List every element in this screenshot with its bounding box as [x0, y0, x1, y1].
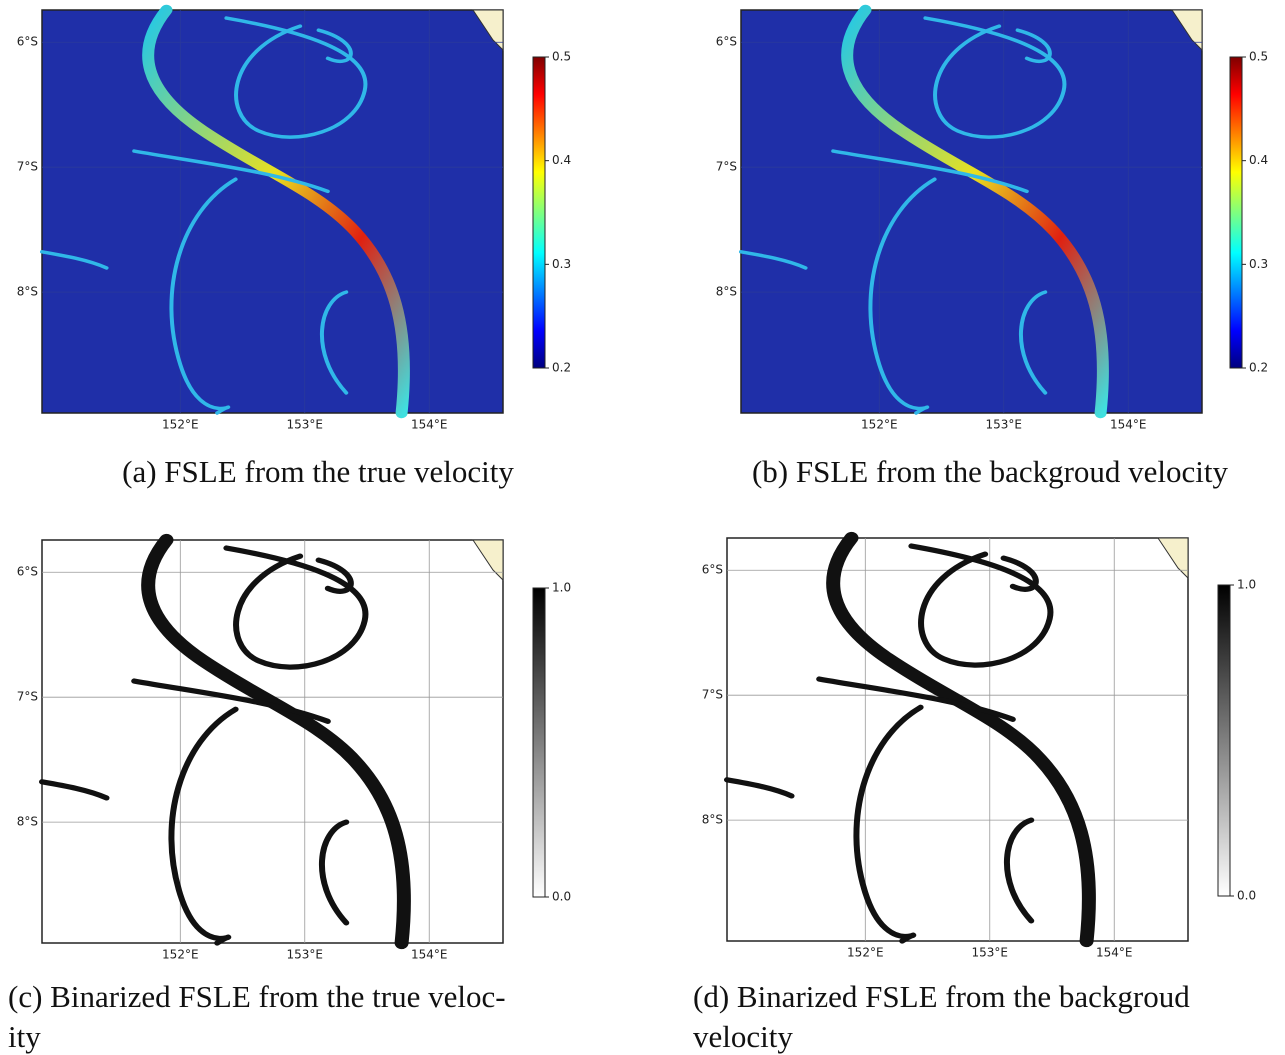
filament	[316, 28, 353, 64]
colorbar-tick-label: 1.0	[1237, 578, 1256, 592]
caption: (a) FSLE from the true velocity	[122, 454, 514, 489]
colorbar-tick-label: 0.5	[1249, 50, 1268, 64]
lon-label: 152°E	[162, 948, 199, 962]
filament	[816, 676, 1016, 722]
filament	[132, 149, 330, 194]
colorbar-tick-label: 0.3	[552, 257, 571, 271]
filament	[723, 777, 795, 799]
filament	[169, 177, 238, 415]
filaments	[39, 4, 410, 419]
lat-label: 6°S	[702, 563, 723, 577]
colorbar-tick-label: 0.4	[552, 153, 571, 167]
lon-label: 154°E	[411, 948, 448, 962]
lat-label: 8°S	[17, 815, 38, 829]
lat-label: 6°S	[17, 35, 38, 49]
filament	[320, 290, 349, 395]
filament	[223, 545, 369, 670]
colorbar-tick-label: 0.2	[552, 361, 571, 375]
map-background	[41, 9, 504, 414]
lat-label: 7°S	[17, 690, 38, 704]
filament	[224, 16, 368, 139]
filament	[923, 16, 1067, 139]
land	[1157, 537, 1189, 580]
filament	[1019, 290, 1048, 395]
colorbar-tick-label: 0.0	[1237, 889, 1256, 903]
caption: ity	[8, 1019, 41, 1054]
lon-label: 154°E	[1110, 418, 1147, 432]
lon-label: 153°E	[972, 946, 1009, 960]
filament	[831, 149, 1029, 194]
filament	[315, 557, 354, 594]
map-background	[41, 539, 504, 944]
lon-label: 153°E	[986, 418, 1023, 432]
filament	[142, 4, 410, 419]
colorbar-tick-label: 0.4	[1249, 153, 1268, 167]
colorbar	[532, 587, 546, 898]
lon-label: 153°E	[287, 418, 324, 432]
caption: (c) Binarized FSLE from the true veloc-	[8, 979, 506, 1014]
colorbar-tick-label: 0.3	[1249, 257, 1268, 271]
filament	[826, 531, 1096, 948]
colorbar	[1217, 584, 1231, 897]
lon-label: 153°E	[287, 948, 324, 962]
lat-label: 6°S	[716, 35, 737, 49]
colorbar-tick-label: 0.2	[1249, 361, 1268, 375]
lat-label: 7°S	[17, 160, 38, 174]
lat-label: 8°S	[702, 813, 723, 827]
colorbar-tick-label: 1.0	[552, 581, 571, 595]
land	[472, 9, 504, 52]
lat-label: 7°S	[702, 688, 723, 702]
filament	[1015, 28, 1052, 64]
filament	[738, 250, 808, 270]
lon-label: 152°E	[162, 418, 199, 432]
filament	[39, 250, 109, 270]
map-panel	[38, 533, 504, 950]
filament	[908, 543, 1054, 668]
colorbar-tick-label: 0.5	[552, 50, 571, 64]
filament	[131, 678, 331, 724]
colorbar	[532, 56, 546, 369]
filament	[38, 779, 110, 801]
map-panel	[723, 531, 1189, 948]
lat-label: 8°S	[17, 285, 38, 299]
map-panel	[39, 4, 504, 419]
filaments	[723, 531, 1096, 948]
map-background	[740, 9, 1203, 414]
filament	[841, 4, 1109, 419]
filament	[1000, 555, 1039, 592]
caption: velocity	[693, 1019, 793, 1054]
filaments	[738, 4, 1109, 419]
lat-label: 6°S	[17, 565, 38, 579]
lon-label: 152°E	[861, 418, 898, 432]
lon-label: 154°E	[1096, 946, 1133, 960]
lon-label: 152°E	[847, 946, 884, 960]
filaments	[38, 533, 411, 950]
filament	[141, 533, 411, 950]
lat-label: 7°S	[716, 160, 737, 174]
filament	[853, 704, 924, 944]
lon-label: 154°E	[411, 418, 448, 432]
filament	[319, 819, 350, 926]
filament	[168, 706, 239, 946]
caption: (d) Binarized FSLE from the backgroud	[693, 979, 1190, 1014]
land	[472, 539, 504, 582]
land	[1171, 9, 1203, 52]
map-background	[726, 537, 1189, 942]
colorbar-tick-label: 0.0	[552, 890, 571, 904]
filament	[868, 177, 937, 415]
caption: (b) FSLE from the backgroud velocity	[752, 454, 1229, 489]
filament	[1004, 817, 1035, 924]
map-panel	[738, 4, 1203, 419]
colorbar	[1229, 56, 1243, 369]
lat-label: 8°S	[716, 285, 737, 299]
